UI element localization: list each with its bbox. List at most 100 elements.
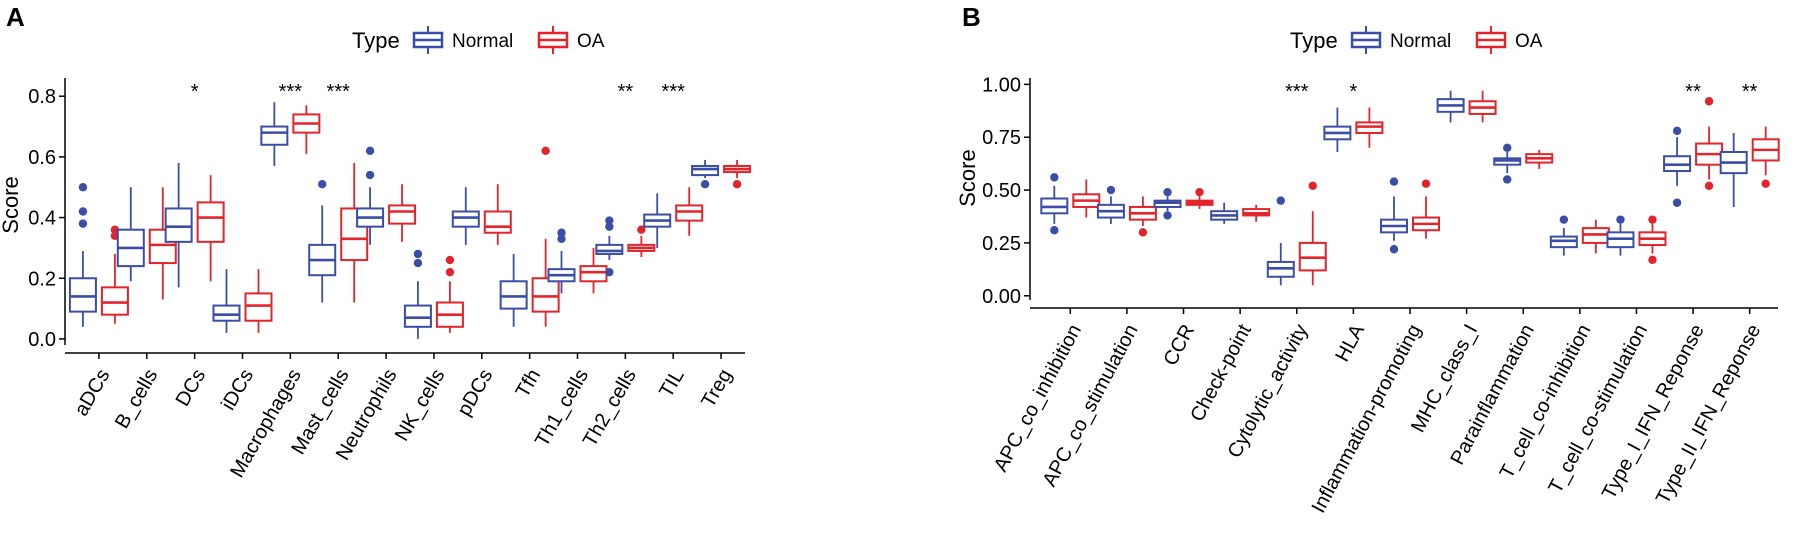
outlier-point — [732, 179, 742, 189]
legend-title: Type — [352, 28, 400, 53]
box-oa-parainflammation — [1525, 149, 1554, 169]
significance-dcs: * — [191, 81, 199, 103]
panel-label: B — [962, 2, 981, 32]
x-tick-label-treg: Treg — [697, 366, 736, 412]
outlier-point — [1163, 211, 1172, 220]
box-oa-inflammation-promoting — [1412, 179, 1440, 239]
box-oa-til — [675, 187, 704, 236]
y-tick-label: 0.00 — [982, 286, 1021, 308]
x-tick-label-type-ii-ifn-reponse: Type_II_IFN_Reponse — [1652, 321, 1765, 508]
x-tick-label-til: TIL — [655, 366, 689, 402]
box-normal-apc-co-inhibition — [1040, 173, 1069, 235]
y-axis-title: Score — [955, 149, 980, 206]
box-oa-neutrophils — [388, 184, 417, 242]
box-oa-cytolytic-activity — [1298, 181, 1327, 286]
legend-label-oa: OA — [1515, 31, 1543, 52]
outlier-point — [413, 249, 423, 259]
outlier-point — [557, 228, 566, 237]
box-oa-mhc-class-i — [1468, 90, 1497, 123]
outlier-point — [1761, 179, 1770, 188]
legend-label-normal: Normal — [1390, 31, 1451, 52]
box-normal-b-cells — [116, 187, 145, 282]
outlier-point — [1050, 173, 1059, 182]
legend-key-normal — [412, 26, 444, 54]
box-iqr — [260, 125, 289, 146]
outlier-point — [1648, 255, 1657, 265]
box-oa-apc-co-inhibition — [1072, 179, 1101, 218]
box-normal-th2-cells — [595, 216, 624, 277]
box-oa-idcs — [244, 269, 273, 333]
box-oa-nk-cells — [435, 255, 464, 333]
box-iqr — [340, 207, 369, 262]
box-oa-hla — [1355, 107, 1384, 148]
x-tick-label-adcs: aDCs — [70, 366, 114, 420]
y-tick-label: 0.25 — [982, 233, 1021, 255]
outlier-point — [78, 207, 88, 216]
box-normal-macrophages — [260, 102, 289, 166]
box-normal-adcs — [68, 183, 97, 327]
outlier-point — [445, 267, 455, 277]
box-normal-apc-co-stimulation — [1096, 185, 1125, 224]
outlier-point — [605, 222, 614, 231]
y-tick-label: 0.0 — [28, 329, 56, 351]
box-iqr — [100, 286, 129, 316]
box-oa-th2-cells — [627, 225, 656, 258]
outlier-point — [1389, 177, 1399, 186]
box-normal-mhc-class-i — [1436, 90, 1465, 123]
box-normal-neutrophils — [356, 146, 385, 245]
outlier-point — [1672, 126, 1682, 136]
outlier-point — [78, 219, 88, 228]
legend-label-normal: Normal — [452, 31, 513, 52]
box-oa-t-cell-co-inhibition — [1581, 219, 1610, 254]
y-tick-label: 0.6 — [28, 147, 56, 169]
x-tick-label-t-cell-co-stimulation: T_cell_co-stimulation — [1545, 321, 1653, 497]
box-normal-t-cell-co-stimulation — [1606, 215, 1635, 256]
legend: Type Normal OA — [1290, 26, 1543, 54]
box-iqr — [164, 207, 193, 243]
box-normal-t-cell-co-inhibition — [1549, 215, 1578, 256]
outlier-point — [1106, 185, 1116, 195]
y-tick-label: 1.00 — [982, 74, 1021, 96]
box-normal-inflammation-promoting — [1380, 177, 1408, 254]
box-normal-nk-cells — [403, 249, 432, 339]
box-iqr — [531, 277, 560, 313]
box-normal-tfh — [499, 253, 528, 327]
box-normal-ccr — [1153, 187, 1182, 220]
box-oa-treg — [723, 159, 752, 189]
box-iqr — [691, 164, 720, 177]
outlier-point — [1503, 143, 1512, 152]
outlier-point — [445, 255, 455, 265]
outlier-point — [541, 146, 550, 156]
outlier-point — [1648, 215, 1657, 224]
box-iqr — [244, 292, 273, 322]
panel-label: A — [6, 2, 25, 32]
y-axis: 0.0 0.2 0.4 0.6 0.8 — [28, 78, 66, 351]
box-iqr — [451, 210, 480, 228]
outlier-point — [1138, 228, 1148, 237]
x-tick-label-dcs: DCs — [172, 366, 210, 411]
outlier-point — [1050, 226, 1059, 235]
box-oa-ccr — [1185, 187, 1214, 210]
box-normal-til — [643, 193, 672, 248]
x-tick-label-inflammation-promoting: Inflammation-promoting — [1308, 321, 1426, 517]
legend-label-oa: OA — [577, 31, 605, 52]
outlier-point — [318, 179, 327, 189]
box-iqr — [68, 277, 97, 313]
legend: Type Normal OA — [352, 26, 605, 54]
box-iqr — [483, 210, 512, 234]
outlier-point — [1704, 181, 1714, 191]
x-tick-label-ccr: CCR — [1159, 321, 1199, 370]
legend-key-normal — [1350, 26, 1382, 54]
x-tick-label-b-cells: B_cells — [111, 366, 162, 433]
significance-mast-cells: *** — [327, 81, 351, 103]
outlier-point — [1163, 187, 1172, 197]
significance-til: *** — [662, 81, 686, 103]
significance-type-ii-ifn-reponse: ** — [1742, 81, 1758, 103]
panel-a: A Type Normal OA 0.0 0.2 0.4 0.6 0.8 Score aDCsB_c… — [0, 2, 752, 481]
outlier-point — [605, 216, 614, 225]
significance-th2-cells: ** — [618, 81, 634, 103]
outlier-point — [365, 146, 375, 156]
outlier-point — [1389, 245, 1399, 254]
